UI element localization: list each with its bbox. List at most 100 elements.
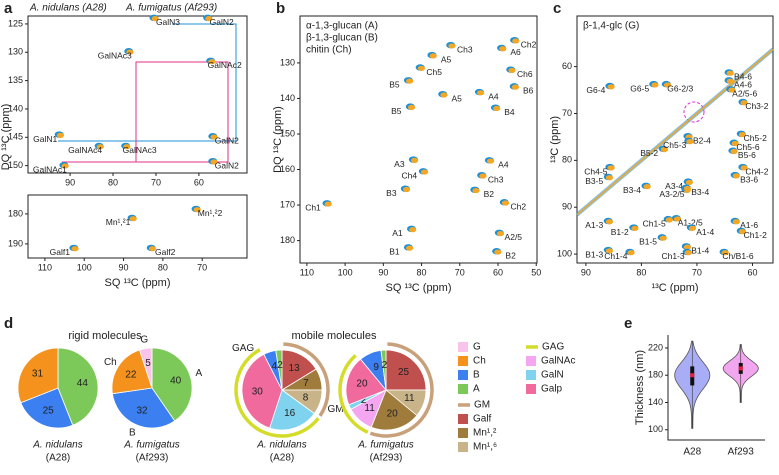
peak	[210, 134, 218, 140]
peak	[56, 132, 64, 138]
slice-value: 44	[77, 378, 89, 389]
peak	[726, 70, 734, 76]
group-ring	[283, 342, 330, 417]
peak	[123, 144, 131, 150]
slice-value: 8	[303, 392, 309, 403]
peak-label: Ch5-6	[736, 142, 759, 152]
peak-label: Ch1-5	[643, 218, 666, 228]
legend-entry: A. fumigatus (Af293)	[125, 3, 217, 14]
peak	[410, 157, 419, 163]
peak	[472, 187, 480, 194]
peak-label: B4-6	[734, 72, 752, 82]
y-axis-label: ¹³C (ppm)	[549, 116, 561, 163]
peak-label: GalNAc3	[98, 50, 132, 60]
peak-label: B3-5	[585, 176, 603, 186]
peak	[406, 78, 414, 84]
peak	[605, 248, 614, 254]
peak	[210, 159, 218, 165]
peak-label: A1-3	[585, 220, 603, 230]
slice-value: 25	[398, 367, 410, 378]
x-axis-label: SQ ¹³C (ppm)	[105, 277, 171, 289]
peak	[631, 225, 639, 231]
pie-caption: A. nidulans	[32, 440, 82, 451]
y-tick-label: 100	[557, 248, 572, 258]
chart-title: rigid molecules	[68, 330, 142, 342]
peak-label: G6-5	[630, 83, 649, 93]
peak-label: A5	[441, 54, 452, 64]
plot-frame	[299, 15, 538, 264]
peak	[685, 179, 693, 186]
group-ring	[369, 342, 434, 438]
legend-swatch	[526, 370, 536, 380]
peak	[61, 163, 69, 169]
legend-label: GalNAc	[541, 356, 575, 367]
peak-label: Ch1	[305, 203, 321, 213]
x-tick-label: 110	[38, 262, 52, 272]
peak	[407, 104, 416, 111]
peak	[477, 90, 485, 96]
legend-swatch	[458, 414, 468, 424]
peak-label: A1-2/5	[678, 217, 703, 227]
diagonal	[576, 48, 774, 216]
legend-label: GalN	[541, 370, 564, 381]
slice-value: 31	[32, 369, 44, 380]
legend-entry: A. nidulans (A28)	[29, 3, 107, 14]
median	[690, 373, 695, 378]
panel-letter: c	[553, 0, 561, 17]
peak	[499, 46, 507, 52]
peak-label: B4	[504, 107, 515, 117]
peak	[731, 140, 739, 147]
pie-slice	[385, 349, 427, 391]
x-tick-label: 80	[108, 177, 118, 187]
chart-title: mobile molecules	[292, 330, 377, 342]
legend-label: Galp	[541, 384, 563, 395]
peak-label: B5-2	[640, 148, 658, 158]
x-tick-label: 80	[636, 267, 646, 277]
peak-label: Ch/B1-6	[722, 251, 753, 261]
x-tick-label: 70	[197, 262, 207, 272]
peak-label: G6-4	[586, 85, 605, 95]
peak-label: GalN3	[156, 17, 180, 27]
peak-label: B1	[389, 247, 400, 257]
peak	[688, 225, 697, 231]
peak	[738, 131, 747, 138]
x-tick-label: 100	[77, 262, 92, 272]
y-tick-label: 90	[562, 202, 572, 212]
legend-entry: chitin (Ch)	[306, 45, 352, 56]
peak	[417, 65, 425, 71]
peak	[448, 43, 456, 49]
y-tick-label: 100	[648, 424, 663, 434]
panel-letter: b	[276, 0, 285, 17]
x-tick-label: 70	[692, 267, 702, 277]
peak-label: B3-4	[691, 187, 709, 197]
y-tick-label: 150	[8, 160, 23, 170]
peak-label: B5-6	[738, 150, 756, 160]
x-tick-label: 60	[747, 267, 757, 277]
peak	[730, 148, 738, 155]
highlight-circle	[683, 101, 705, 123]
peak-label: B2-4	[693, 135, 711, 145]
peak-label: GalN2	[215, 136, 239, 146]
legend-swatch	[458, 342, 468, 352]
peak-label: GalN1	[33, 134, 57, 144]
peak-label: Ch3-2	[745, 101, 768, 111]
pie-slice	[370, 389, 418, 431]
x-tick-label: 60	[194, 177, 204, 187]
peak-label: A2/5-6	[732, 89, 757, 99]
pie-slice	[345, 358, 387, 406]
legend-swatch	[458, 442, 468, 452]
y-tick-label: 140	[8, 103, 23, 113]
peak	[740, 165, 748, 171]
peak	[512, 38, 520, 44]
slice-name: B	[129, 428, 136, 439]
x-tick-label: 90	[65, 177, 75, 187]
y-tick-label: 140	[648, 397, 663, 407]
peak-label: B2	[505, 250, 516, 260]
peak-label: B3	[386, 188, 397, 198]
x-tick-label: 90	[119, 262, 129, 272]
pie-caption: A. fumigatus	[357, 440, 414, 451]
pie-slice	[380, 349, 387, 391]
legend-entry: β-1,3-glucan (B)	[306, 33, 378, 44]
peak	[148, 246, 157, 252]
peak-label: GalN2	[210, 17, 234, 27]
